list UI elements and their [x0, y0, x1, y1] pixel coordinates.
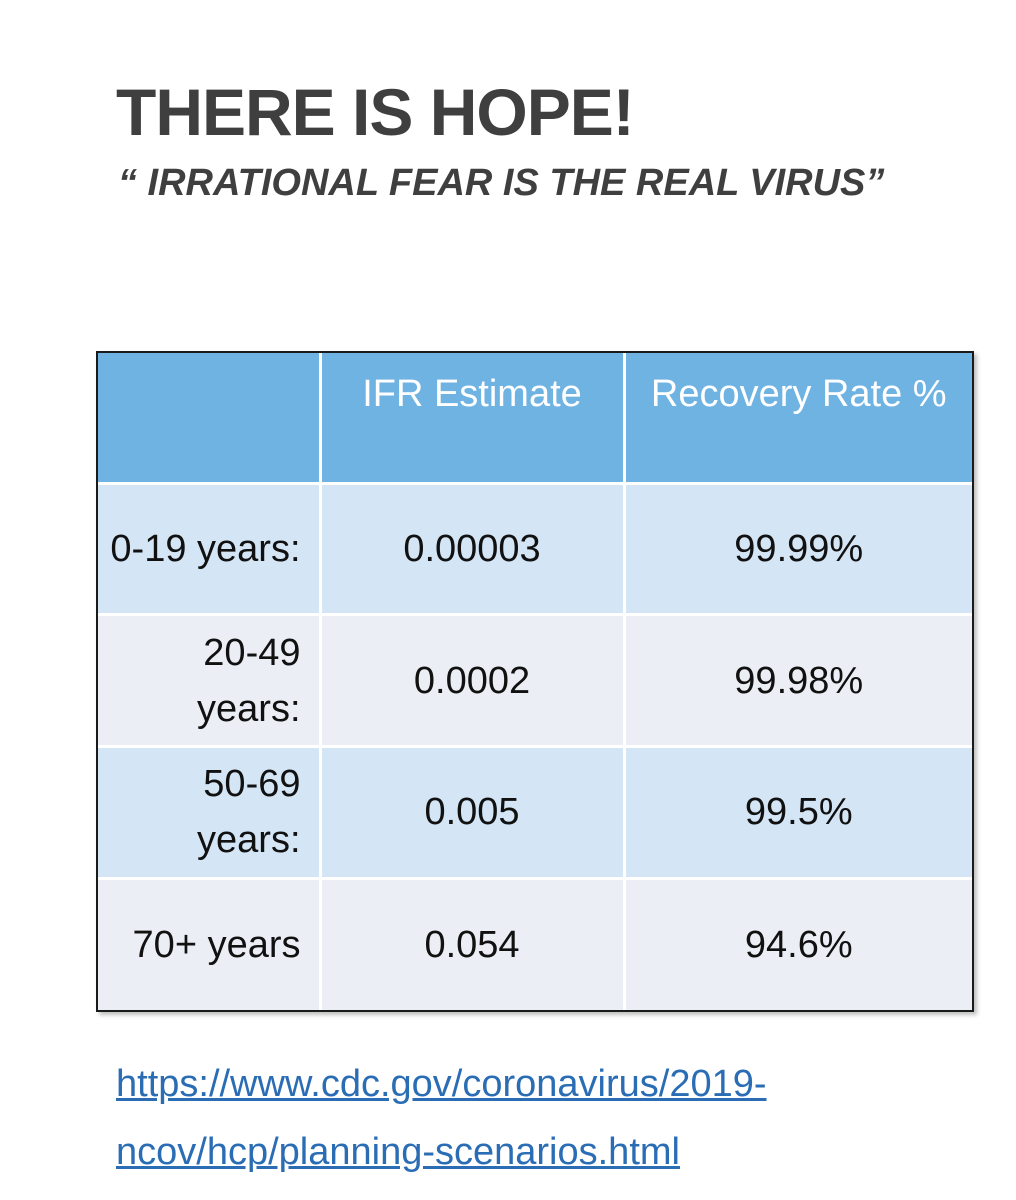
ifr-cell: 0.005	[318, 745, 626, 880]
page-subtitle-quote: “ IRRATIONAL FEAR IS THE REAL VIRUS”	[118, 162, 885, 204]
recovery-cell: 99.98%	[622, 613, 972, 748]
table-row: 20-49 years: 0.0002 99.98%	[98, 613, 972, 748]
recovery-cell: 99.5%	[622, 745, 972, 880]
header-ifr-estimate: IFR Estimate	[318, 353, 626, 485]
age-group-cell: 0-19 years:	[98, 483, 322, 617]
recovery-cell: 94.6%	[622, 876, 972, 1010]
header-empty-cell	[98, 353, 322, 485]
table-row: 70+ years 0.054 94.6%	[98, 876, 972, 1010]
page-title: THERE IS HOPE!	[116, 75, 635, 149]
table-row: 50-69 years: 0.005 99.5%	[98, 745, 972, 880]
recovery-cell: 99.99%	[622, 483, 972, 617]
cdc-source-link[interactable]: https://www.cdc.gov/coronavirus/2019-nco…	[116, 1063, 767, 1173]
ifr-cell: 0.0002	[318, 613, 626, 748]
age-group-cell: 70+ years	[98, 876, 322, 1010]
ifr-cell: 0.00003	[318, 483, 626, 617]
ifr-table: IFR Estimate Recovery Rate % 0-19 years:…	[98, 353, 972, 1010]
table-header-row: IFR Estimate Recovery Rate %	[98, 353, 972, 485]
age-group-cell: 20-49 years:	[98, 613, 322, 748]
ifr-table-container: IFR Estimate Recovery Rate % 0-19 years:…	[96, 351, 974, 1012]
header-recovery-rate: Recovery Rate %	[622, 353, 972, 485]
table-row: 0-19 years: 0.00003 99.99%	[98, 483, 972, 617]
age-group-cell: 50-69 years:	[98, 745, 322, 880]
ifr-cell: 0.054	[318, 876, 626, 1010]
